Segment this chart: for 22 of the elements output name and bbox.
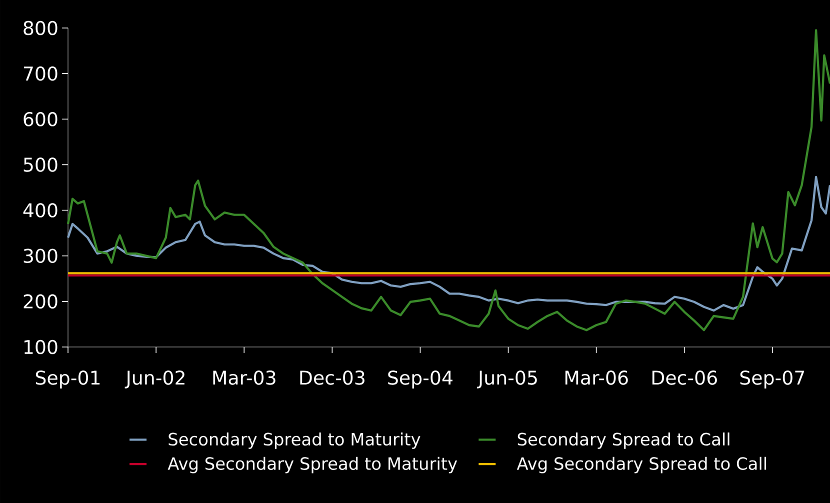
x-tick-label: Jun-02 xyxy=(124,370,184,388)
legend-label: Avg Secondary Spread to Call xyxy=(516,456,766,474)
y-tick-label: 200 xyxy=(24,294,58,309)
y-tick-label: 100 xyxy=(24,340,58,354)
x-tick-label: Sep-07 xyxy=(740,370,804,388)
x-tick-label: Mar-03 xyxy=(213,370,276,385)
line-series xyxy=(66,29,830,332)
legend-label: Secondary Spread to Maturity xyxy=(168,432,420,449)
x-tick-label: Jun-05 xyxy=(477,370,537,388)
legend-label: Secondary Spread to Call xyxy=(518,432,730,449)
y-tick-label: 700 xyxy=(24,66,58,81)
x-tick-label: Dec-03 xyxy=(300,370,364,385)
x-tick-label: Sep-04 xyxy=(388,370,452,388)
y-tick-label: 300 xyxy=(24,248,58,263)
y-tick-label: 400 xyxy=(23,203,58,218)
y-tick-label: 600 xyxy=(24,112,58,126)
y-tick-label: 800 xyxy=(24,20,58,36)
legend-label: Avg Secondary Spread to Maturity xyxy=(168,456,458,474)
y-tick-label: 500 xyxy=(24,158,58,172)
x-tick-label: Mar-06 xyxy=(565,370,628,385)
x-tick-label: Dec-06 xyxy=(652,370,717,385)
x-tick-label: Sep-01 xyxy=(36,370,100,388)
